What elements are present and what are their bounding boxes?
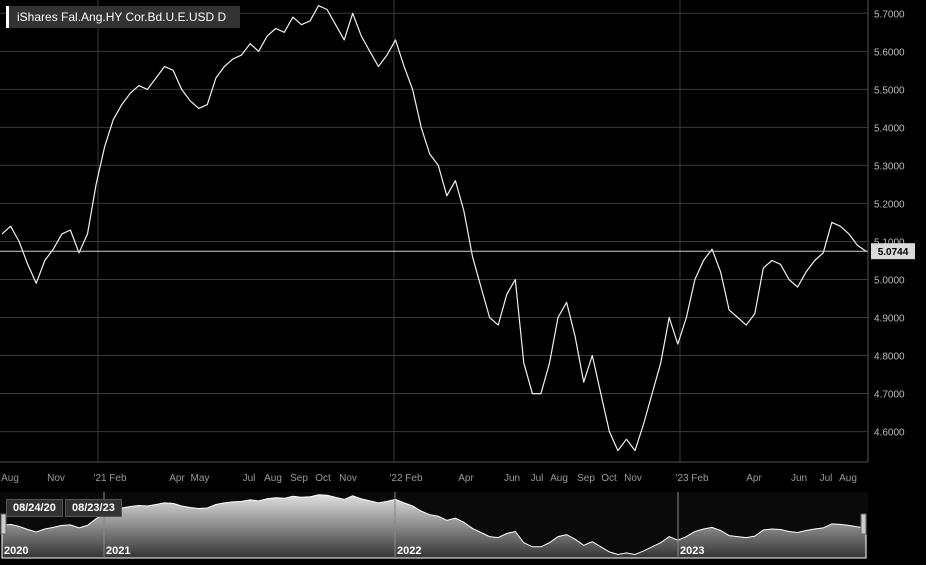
navigator-end-label[interactable]: 08/23/23 xyxy=(65,499,122,517)
y-tick-label: 5.4000 xyxy=(874,123,905,134)
x-tick-label: Oct xyxy=(315,473,331,484)
y-tick-label: 5.2000 xyxy=(874,199,905,210)
x-tick-label: Nov xyxy=(47,473,65,484)
x-tick-label: May xyxy=(191,473,210,484)
y-tick-label: 5.6000 xyxy=(874,47,905,58)
x-tick-label: '22 Feb xyxy=(389,473,422,484)
current-value-label: 5.0744 xyxy=(878,247,909,258)
x-tick-label: Sep xyxy=(577,473,595,484)
y-tick-label: 5.1000 xyxy=(874,237,905,248)
x-tick-label: Sep xyxy=(290,473,308,484)
x-tick-label: '23 Feb xyxy=(675,473,708,484)
x-tick-label: Aug xyxy=(264,473,282,484)
x-tick-label: Oct xyxy=(601,473,617,484)
navigator-year-label: 2023 xyxy=(680,545,704,557)
x-tick-label: Apr xyxy=(169,473,185,484)
y-tick-label: 5.3000 xyxy=(874,161,905,172)
navigator-area xyxy=(1,494,867,559)
navigator-start-label[interactable]: 08/24/20 xyxy=(6,499,63,517)
y-tick-label: 4.6000 xyxy=(874,428,905,439)
chart-title: iShares Fal.Ang.HY Cor.Bd.U.E.USD D xyxy=(6,6,241,28)
x-tick-label: Jul xyxy=(243,473,256,484)
x-tick-label: Jun xyxy=(504,473,520,484)
x-tick-label: Nov xyxy=(339,473,357,484)
x-tick-label: Aug xyxy=(550,473,568,484)
current-value-badge xyxy=(871,243,915,260)
x-tick-label: Apr xyxy=(746,473,762,484)
navigator-year-label: 2022 xyxy=(397,545,421,557)
price-series-line xyxy=(1,5,867,452)
y-tick-label: 5.5000 xyxy=(874,85,905,96)
x-tick-label: Jul xyxy=(531,473,544,484)
x-tick-label: Nov xyxy=(624,473,642,484)
navigator-right-handle[interactable] xyxy=(860,513,867,535)
y-tick-label: 4.9000 xyxy=(874,314,905,325)
x-tick-label: Jun xyxy=(791,473,807,484)
x-tick-label: '21 Feb xyxy=(93,473,126,484)
x-tick-label: Aug xyxy=(839,473,857,484)
x-tick-label: Apr xyxy=(458,473,474,484)
x-tick-label: Jul xyxy=(820,473,833,484)
y-tick-label: 4.7000 xyxy=(874,390,905,401)
y-tick-label: 5.0000 xyxy=(874,275,905,286)
navigator-year-label: 2020 xyxy=(4,545,28,557)
navigator-left-handle[interactable] xyxy=(0,513,7,535)
x-tick-label: Aug xyxy=(1,473,19,484)
y-tick-label: 4.8000 xyxy=(874,352,905,363)
y-tick-label: 5.7000 xyxy=(874,9,905,20)
navigator-year-label: 2021 xyxy=(106,545,130,557)
